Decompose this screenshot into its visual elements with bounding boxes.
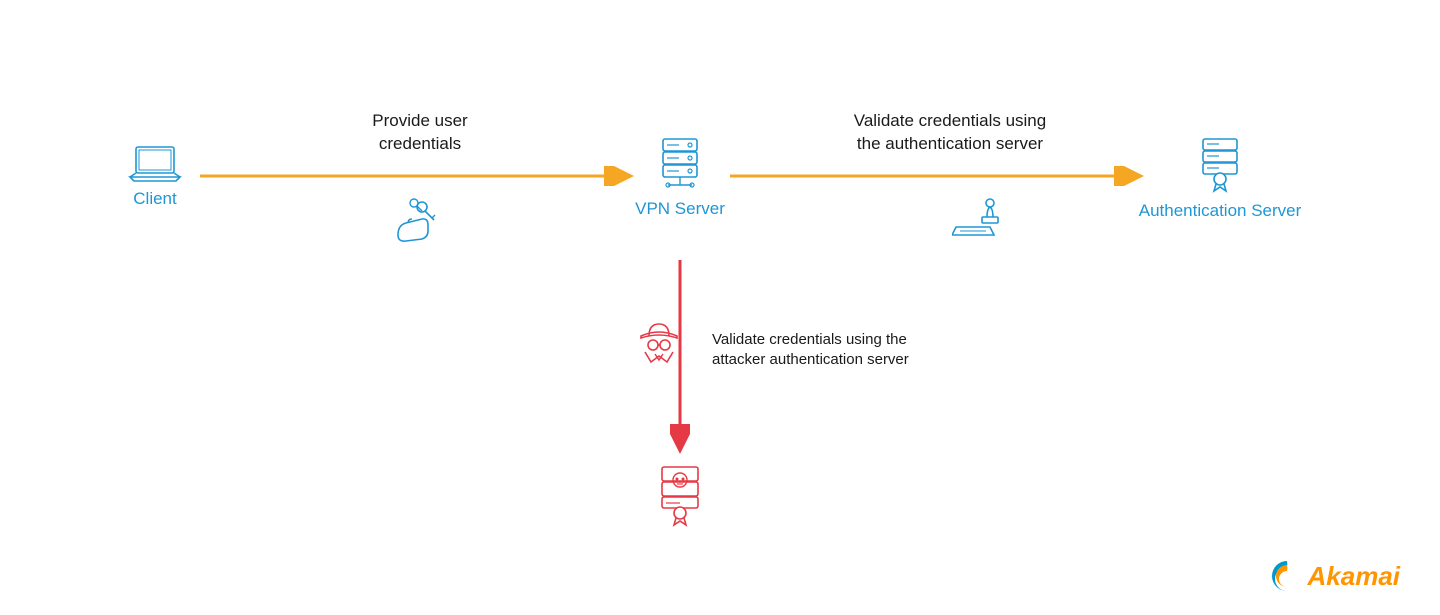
spy-icon [635, 318, 683, 366]
attacker-server-icon [654, 463, 706, 529]
stamp-icon [952, 195, 1006, 241]
arrow-client-to-vpn [200, 166, 640, 186]
edge-client-vpn-l1: Provide user [372, 111, 467, 130]
edge-label-vpn-auth: Validate credentials using the authentic… [810, 110, 1090, 156]
node-client: Client [115, 143, 195, 209]
akamai-logo: Akamai [1270, 559, 1401, 593]
client-label: Client [133, 189, 176, 209]
node-auth-server: Authentication Server [1160, 135, 1280, 221]
akamai-wave-icon [1270, 559, 1304, 593]
vpn-server-label: VPN Server [635, 199, 725, 219]
edge-vpn-auth-l1: Validate credentials using [854, 111, 1046, 130]
edge-client-vpn-l2: credentials [379, 134, 461, 153]
auth-server-label: Authentication Server [1139, 201, 1302, 221]
hand-keys-icon [392, 195, 444, 247]
server-icon [655, 135, 705, 193]
node-vpn-server: VPN Server [640, 135, 720, 219]
akamai-logo-text: Akamai [1308, 561, 1401, 592]
edge-vpn-attacker-l1: Validate credentials using the [712, 331, 907, 348]
vpn-attack-diagram: Client VPN Server [0, 0, 1440, 615]
arrow-vpn-to-auth [730, 166, 1150, 186]
edge-vpn-attacker-l2: attacker authentication server [712, 351, 909, 368]
edge-label-vpn-attacker: Validate credentials using the attacker … [712, 330, 942, 371]
node-attacker-server [650, 463, 710, 529]
edge-label-client-vpn: Provide user credentials [330, 110, 510, 156]
laptop-icon [126, 143, 184, 183]
auth-server-icon [1195, 135, 1245, 195]
edge-vpn-auth-l2: the authentication server [857, 134, 1043, 153]
